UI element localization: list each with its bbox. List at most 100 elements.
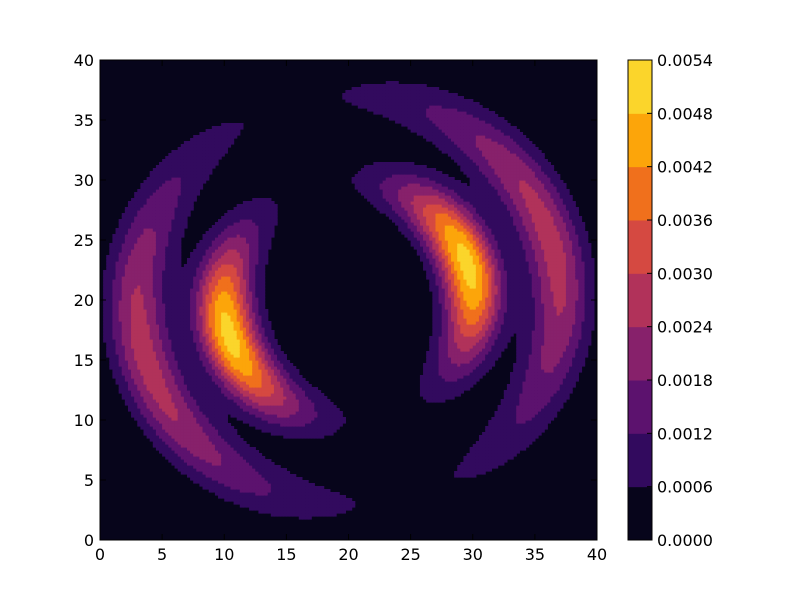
contour-cell: [171, 294, 176, 298]
contour-cell: [193, 354, 197, 358]
contour-cell: [208, 471, 213, 475]
contour-cell: [162, 318, 166, 322]
contour-cell: [267, 348, 272, 352]
contour-cell: [168, 423, 173, 427]
contour-cell: [227, 399, 232, 403]
contour-cell: [230, 132, 235, 136]
contour-cell: [249, 255, 253, 259]
contour-cell: [106, 306, 110, 310]
contour-cell: [258, 258, 263, 262]
contour-cell: [180, 381, 185, 385]
contour-cell: [214, 267, 219, 271]
contour-cell: [190, 381, 194, 385]
contour-cell: [131, 393, 135, 397]
contour-cell: [124, 267, 129, 271]
contour-cell: [242, 492, 247, 496]
contour-cell: [183, 330, 188, 334]
contour-cell: [171, 246, 176, 250]
contour-cell: [230, 216, 235, 220]
contour-cell: [205, 261, 210, 265]
contour-cell: [177, 234, 182, 238]
contour-cell: [186, 354, 191, 358]
contour-cell: [103, 321, 107, 325]
contour-cell: [280, 369, 284, 373]
contour-cell: [208, 393, 213, 397]
contour-cell: [152, 297, 157, 301]
contour-cell: [165, 222, 169, 226]
contour-cell: [106, 255, 110, 259]
contour-cell: [255, 480, 260, 484]
contour-cell: [261, 387, 266, 391]
contour-cell: [134, 237, 138, 241]
contour-cell: [227, 303, 232, 307]
contour-cell: [224, 432, 228, 436]
contour-cell: [134, 255, 138, 259]
contour-cell: [193, 459, 197, 463]
contour-cell: [149, 213, 154, 217]
contour-cell: [202, 321, 207, 325]
contour-cell: [233, 270, 238, 274]
contour-cell: [118, 309, 123, 313]
contour-cell: [134, 204, 138, 208]
contour-cell: [186, 375, 191, 379]
contour-cell: [227, 231, 232, 235]
contour-cell: [211, 333, 216, 337]
contour-cell: [245, 408, 250, 412]
contour-cell: [193, 414, 197, 418]
contour-cell: [103, 294, 107, 298]
contour-cell: [112, 351, 117, 355]
contour-cell: [180, 312, 185, 316]
contour-cell: [152, 444, 157, 448]
contour-cell: [171, 459, 176, 463]
contour-cell: [121, 360, 126, 364]
contour-cell: [221, 450, 225, 454]
contour-cell: [174, 354, 179, 358]
contour-cell: [224, 393, 228, 397]
contour-cell: [224, 126, 228, 130]
contour-cell: [152, 348, 157, 352]
contour-cell: [242, 447, 247, 451]
contour-cell: [273, 501, 278, 505]
contour-cell: [261, 459, 266, 463]
contour-cell: [230, 282, 235, 286]
contour-cell: [180, 156, 185, 160]
contour-cell: [239, 438, 244, 442]
contour-cell: [208, 423, 213, 427]
contour-cell: [227, 324, 232, 328]
contour-cell: [162, 372, 166, 376]
contour-cell: [221, 330, 225, 334]
contour-cell: [236, 366, 241, 370]
contour-cell: [242, 342, 247, 346]
contour-cell: [162, 243, 166, 247]
contour-cell: [180, 414, 185, 418]
contour-cell: [140, 207, 145, 211]
contour-cell: [115, 273, 120, 277]
contour-cell: [112, 348, 117, 352]
contour-cell: [140, 204, 145, 208]
contour-cell: [196, 480, 200, 484]
contour-cell: [186, 336, 191, 340]
contour-cell: [255, 450, 260, 454]
contour-cell: [218, 258, 222, 262]
contour-cell: [270, 216, 275, 220]
contour-cell: [224, 141, 228, 145]
contour-cell: [255, 504, 260, 508]
contour-cell: [239, 228, 244, 232]
contour-cell: [270, 480, 275, 484]
contour-cell: [146, 414, 151, 418]
contour-cell: [183, 345, 188, 349]
contour-cell: [165, 246, 169, 250]
contour-cell: [152, 417, 157, 421]
contour-cell: [221, 222, 225, 226]
contour-cell: [180, 198, 185, 202]
contour-cell: [193, 267, 197, 271]
contour-cell: [224, 357, 228, 361]
contour-cell: [277, 420, 281, 424]
contour-cell: [118, 273, 123, 277]
contour-cell: [171, 156, 176, 160]
contour-cell: [171, 339, 176, 343]
contour-cell: [239, 405, 244, 409]
contour-cell: [186, 426, 191, 430]
contour-cell: [245, 321, 250, 325]
contour-cell: [221, 150, 225, 154]
